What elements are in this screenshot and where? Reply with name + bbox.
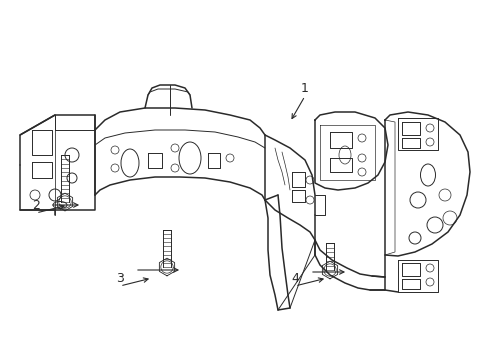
Text: 2: 2	[32, 198, 40, 212]
Text: 4: 4	[290, 271, 298, 284]
Text: 3: 3	[116, 271, 123, 284]
Text: 1: 1	[301, 81, 308, 95]
